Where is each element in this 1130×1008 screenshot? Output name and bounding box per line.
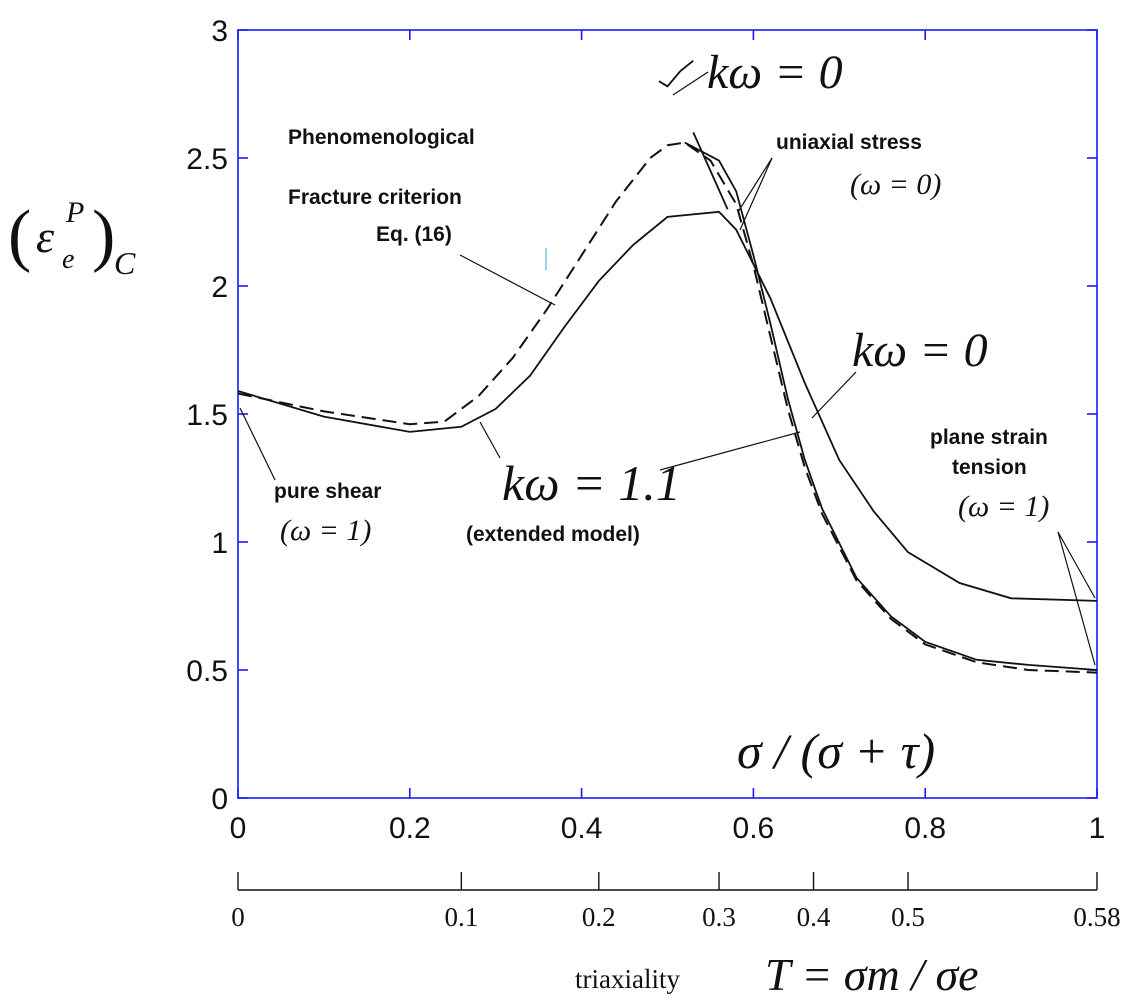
- series-line-0: [237, 210, 1098, 602]
- omega1-left-label: (ω = 1): [280, 514, 371, 547]
- x-axis-ticks: 0 0.2 0.4 0.6 0.8 1: [230, 30, 1106, 845]
- x-tick-label: 0.2: [389, 812, 431, 845]
- k-top-leader: [672, 71, 709, 96]
- k-mid-leader: [811, 371, 857, 419]
- x-tick-label: 0.6: [733, 812, 775, 845]
- plane-strain-leader-1: [1057, 531, 1096, 599]
- sigma-ratio-label: σ / (σ + τ): [737, 723, 935, 779]
- plane-strain-label-1: plane strain: [930, 426, 1048, 449]
- x-tick-label: 0.8: [904, 812, 946, 845]
- uniaxial-leader-2: [739, 157, 773, 231]
- x-tick-label: 1: [1089, 812, 1106, 845]
- svg-text:e: e: [62, 244, 74, 275]
- k-ext-label: kω = 1.1: [502, 455, 681, 511]
- y-tick-label: 1.5: [186, 399, 228, 432]
- x-tick-label: 0: [230, 812, 247, 845]
- y-tick-label: 2: [211, 271, 228, 304]
- triaxiality-tick-label: 0.1: [444, 902, 478, 932]
- series-line-2: [237, 141, 1098, 674]
- triaxiality-axis: 0 0.1 0.2 0.3 0.4 0.5 0.58: [231, 872, 1121, 932]
- x-tick-label: 0.4: [561, 812, 603, 845]
- triaxiality-math: T = σm / σe: [765, 949, 979, 1000]
- series-line-1: [684, 141, 1098, 671]
- triaxiality-tick-label: 0.58: [1073, 902, 1120, 932]
- svg-text:): ): [92, 197, 115, 274]
- phenom-leader: [459, 254, 556, 306]
- y-tick-label: 3: [211, 15, 228, 48]
- svg-text:ε: ε: [36, 211, 55, 262]
- y-axis-ticks: 0 0.5 1 1.5 2 2.5 3: [186, 15, 1097, 816]
- phenom-label-3: Eq. (16): [376, 223, 452, 246]
- k-ext-leader-2: [659, 431, 801, 471]
- uniaxial-label: uniaxial stress: [776, 131, 922, 154]
- triaxiality-prefix: triaxiality: [575, 964, 680, 994]
- series-line-3: [658, 59, 694, 88]
- pure-shear-leader: [239, 407, 276, 481]
- triaxiality-tick-label: 0.3: [702, 902, 736, 932]
- svg-text:C: C: [114, 245, 136, 281]
- phenom-label-2: Fracture criterion: [288, 186, 462, 209]
- y-axis-label: ( ε e P ) C: [8, 196, 136, 281]
- extended-label: (extended model): [466, 523, 640, 546]
- annotations: Phenomenological Fracture criterion Eq. …: [239, 46, 1096, 666]
- k-mid-label: kω = 0: [852, 324, 988, 377]
- omega0-label: (ω = 0): [850, 168, 941, 201]
- y-tick-label: 2.5: [186, 143, 228, 176]
- y-tick-label: 0.5: [186, 655, 228, 688]
- triaxiality-tick-label: 0: [231, 902, 245, 932]
- k-top-label: kω = 0: [707, 46, 843, 99]
- triaxiality-tick-label: 0.2: [582, 902, 616, 932]
- y-tick-label: 0: [211, 783, 228, 816]
- plane-strain-label-2: tension: [952, 456, 1027, 479]
- svg-text:(: (: [8, 197, 31, 274]
- svg-text:P: P: [65, 196, 84, 229]
- phenom-label-1: Phenomenological: [288, 126, 475, 149]
- triaxiality-tick-label: 0.4: [797, 902, 831, 932]
- y-tick-label: 1: [211, 527, 228, 560]
- triaxiality-tick-label: 0.5: [891, 902, 925, 932]
- plane-strain-leader-2: [1057, 531, 1096, 666]
- omega1-right-label: (ω = 1): [958, 490, 1049, 523]
- uniaxial-leader-1: [737, 157, 773, 213]
- pure-shear-label: pure shear: [274, 480, 381, 503]
- k-ext-leader-1: [479, 421, 501, 459]
- curves: [237, 59, 1098, 674]
- series-line-4: [692, 132, 729, 210]
